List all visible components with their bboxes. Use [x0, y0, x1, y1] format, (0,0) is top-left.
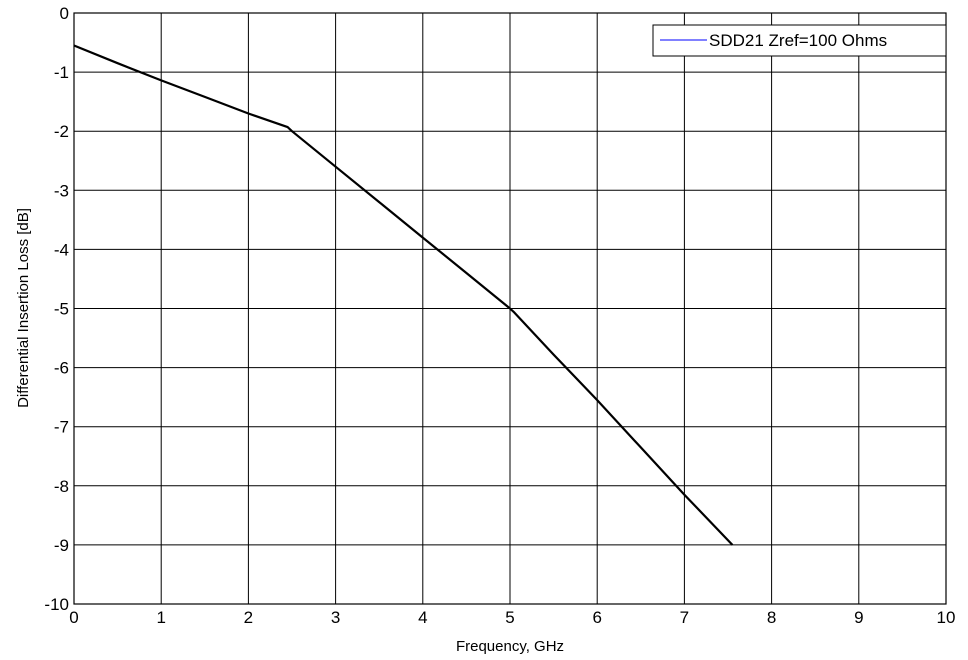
x-tick-label: 2: [244, 608, 253, 627]
series-line-sdd21: [73, 44, 734, 546]
x-tick-label: 8: [767, 608, 776, 627]
y-axis-label: Differential Insertion Loss [dB]: [15, 208, 32, 408]
legend: SDD21 Zref=100 Ohms: [652, 24, 947, 57]
x-tick-label: 6: [592, 608, 601, 627]
y-tick-label: -8: [54, 477, 69, 496]
x-tick-label: 0: [69, 608, 78, 627]
x-tick-label: 5: [505, 608, 514, 627]
legend-entry-sdd21: SDD21 Zref=100 Ohms: [709, 31, 887, 50]
y-tick-label: -7: [54, 418, 69, 437]
y-tick-label: -1: [54, 63, 69, 82]
x-tick-label: 9: [854, 608, 863, 627]
x-tick-label: 4: [418, 608, 427, 627]
plot-frame: [73, 12, 947, 605]
x-tick-label: 10: [937, 608, 956, 627]
y-tick-label: -2: [54, 122, 69, 141]
y-tick-label: 0: [60, 4, 69, 23]
x-tick-label: 3: [331, 608, 340, 627]
y-tick-label: -4: [54, 240, 69, 259]
y-tick-labels: 0 -1 -2 -3 -4 -5 -6 -7 -8 -9 -10: [44, 4, 69, 614]
x-tick-labels: 0 1 2 3 4 5 6 7 8 9 10: [69, 608, 955, 627]
y-tick-label: -6: [54, 359, 69, 378]
x-tick-label: 1: [156, 608, 165, 627]
y-tick-label: -9: [54, 536, 69, 555]
x-axis-label: Frequency, GHz: [456, 638, 564, 655]
y-tick-label: -5: [54, 300, 69, 319]
y-tick-label: -3: [54, 181, 69, 200]
y-tick-label: -10: [44, 595, 69, 614]
series-layer: [73, 44, 734, 546]
x-tick-label: 7: [680, 608, 689, 627]
